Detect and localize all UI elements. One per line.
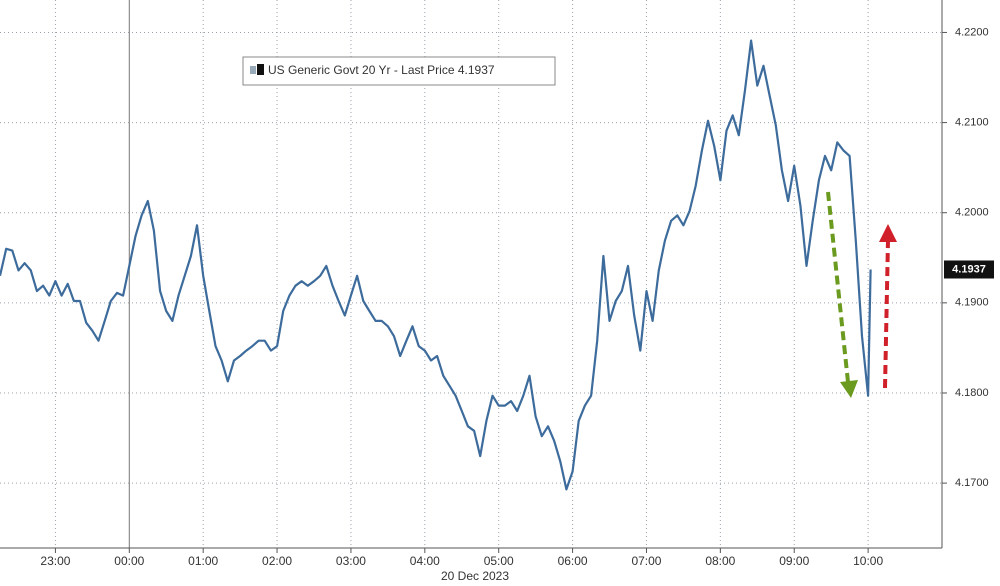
y-tick-label: 4.2200 <box>955 26 989 38</box>
up-arrow <box>883 239 890 389</box>
legend-box <box>242 56 556 86</box>
y-tick-label: 4.1700 <box>955 477 989 489</box>
x-tick-label: 01:00 <box>188 554 218 568</box>
x-tick-label: 08:00 <box>705 554 735 568</box>
last-price-label: 4.1937 <box>952 263 986 275</box>
x-tick-label: 04:00 <box>410 554 440 568</box>
x-tick-label: 02:00 <box>262 554 292 568</box>
x-axis-label: 20 Dec 2023 <box>441 569 509 583</box>
plot <box>0 39 872 491</box>
y-tick-label: 4.2100 <box>955 116 989 128</box>
x-tick-label: 10:00 <box>853 554 883 568</box>
legend-icon <box>257 64 264 75</box>
x-tick-label: 03:00 <box>336 554 366 568</box>
x-tick-label: 06:00 <box>558 554 588 568</box>
legend: US Generic Govt 20 Yr - Last Price 4.193… <box>242 56 556 86</box>
legend-label: US Generic Govt 20 Yr - Last Price 4.193… <box>268 63 495 77</box>
legend-icon <box>250 66 256 74</box>
price-line <box>0 39 872 491</box>
x-tick-label: 07:00 <box>631 554 661 568</box>
x-tick-label: 23:00 <box>40 554 70 568</box>
last-price-tag <box>944 260 994 279</box>
x-tick-label: 00:00 <box>114 554 144 568</box>
y-tick-label: 4.2000 <box>955 207 989 219</box>
annotations <box>826 191 897 398</box>
x-tick-label: 09:00 <box>779 554 809 568</box>
down-arrow <box>826 191 850 383</box>
x-tick-label: 05:00 <box>484 554 514 568</box>
up-arrowhead <box>879 224 897 242</box>
y-tick-label: 4.1900 <box>955 297 989 309</box>
down-arrowhead <box>840 380 858 398</box>
grid <box>0 0 942 548</box>
y-tick-label: 4.1800 <box>955 387 989 399</box>
